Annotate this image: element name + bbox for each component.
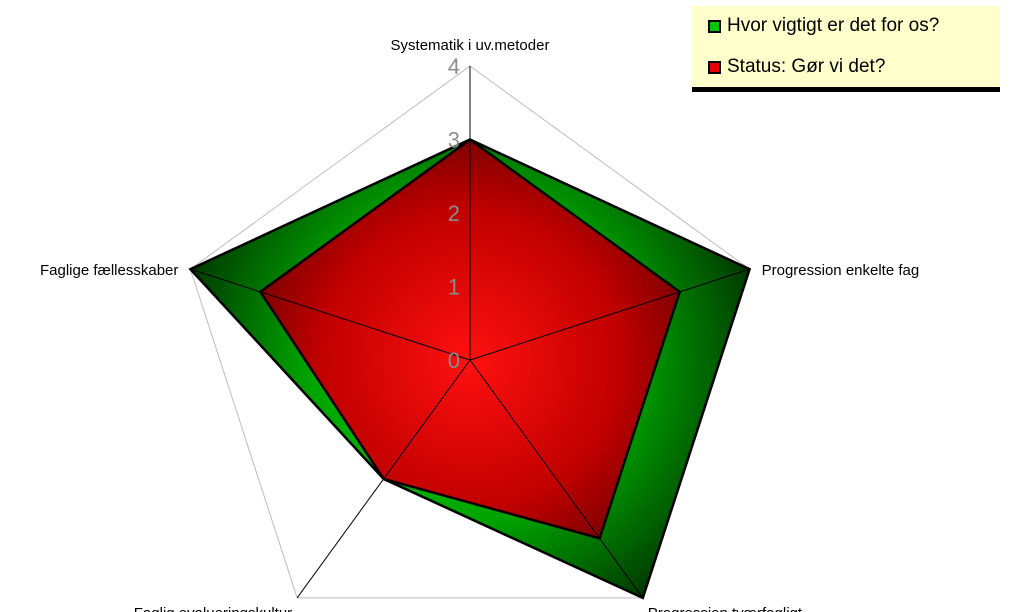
radial-tick-labels: 0 1 2 3 4 bbox=[448, 54, 460, 373]
axis-label: Faglige fællesskaber bbox=[40, 262, 178, 279]
legend-swatch-series-1 bbox=[708, 19, 721, 33]
legend-label-series-1: Hvor vigtigt er det for os? bbox=[727, 15, 940, 36]
legend-item-series-1: Hvor vigtigt er det for os? bbox=[708, 14, 939, 38]
tick-label: 3 bbox=[448, 128, 460, 153]
axis-label: Systematik i uv.metoder bbox=[391, 37, 550, 54]
legend-item-series-2: Status: Gør vi det? bbox=[708, 55, 885, 79]
tick-label: 1 bbox=[448, 275, 460, 300]
legend-swatch-series-2 bbox=[708, 60, 721, 74]
tick-label: 4 bbox=[448, 54, 460, 79]
axis-spoke bbox=[296, 359, 471, 599]
axis-label: Progression tværfagligt bbox=[648, 605, 803, 612]
legend: Hvor vigtigt er det for os? Status: Gør … bbox=[692, 6, 1000, 92]
axis-labels: Systematik i uv.metoder Progression enkel… bbox=[40, 37, 919, 612]
radar-grid bbox=[189, 65, 751, 599]
legend-label-series-2: Status: Gør vi det? bbox=[727, 56, 886, 77]
axis-spoke bbox=[469, 359, 644, 599]
axis-label: Progression enkelte fag bbox=[762, 262, 920, 279]
tick-label: 2 bbox=[448, 201, 460, 226]
axis-spoke bbox=[190, 268, 471, 361]
tick-label: 0 bbox=[448, 348, 460, 373]
axis-spoke bbox=[469, 268, 750, 361]
grid-ring bbox=[189, 65, 751, 599]
axis-label: Faglig evalueringskultur bbox=[134, 605, 292, 612]
radar-spokes bbox=[190, 66, 750, 599]
